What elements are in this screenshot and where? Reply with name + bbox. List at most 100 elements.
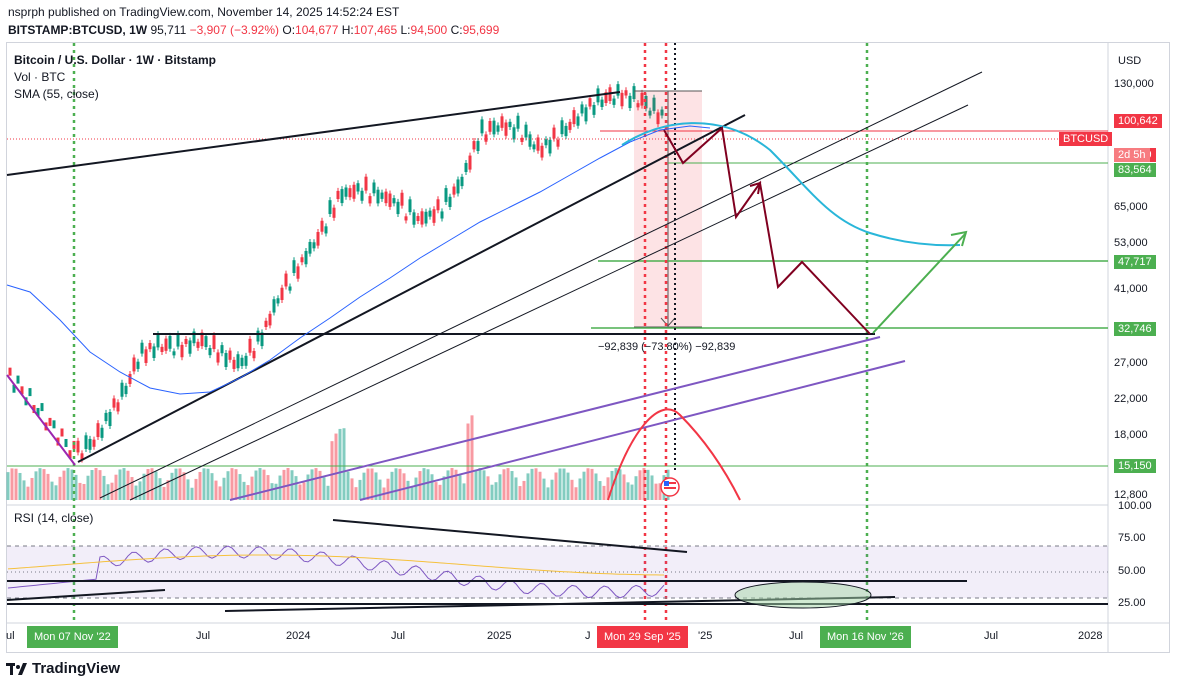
volume-bar [606, 477, 610, 500]
candle [384, 191, 388, 204]
sma-legend[interactable]: SMA (55, close) [14, 87, 99, 101]
volume-bar [654, 483, 658, 500]
volume-bar [546, 487, 550, 500]
candle [424, 211, 428, 224]
candle [312, 242, 316, 249]
volume-bar [590, 468, 594, 500]
candle [412, 212, 416, 225]
volume-bar [14, 468, 18, 500]
candle [320, 220, 324, 232]
candle [572, 110, 576, 125]
volume-bar [478, 468, 482, 500]
date-tag-sep-25: Mon 29 Sep '25 [597, 626, 688, 648]
candle [40, 403, 44, 412]
price-tick: 27,000 [1114, 356, 1148, 369]
volume-bar [558, 468, 562, 500]
candle [64, 438, 68, 447]
rsi-pane [6, 519, 1108, 612]
time-label-jul-2024: Jul [391, 630, 406, 642]
candle [16, 375, 20, 384]
volume-bar [122, 468, 126, 500]
candle [560, 120, 564, 135]
volume-bar [342, 428, 346, 500]
candle [84, 435, 88, 449]
volume-bar [238, 474, 242, 500]
candle [228, 350, 232, 360]
candle [12, 384, 16, 393]
volume-bar [62, 470, 66, 500]
candle [628, 95, 632, 109]
volume-bar [442, 476, 446, 500]
upper-trendline [6, 91, 621, 176]
volume-bar [562, 468, 566, 500]
candle [332, 207, 336, 218]
date-tag-nov-26: Mon 16 Nov '26 [820, 626, 911, 648]
candle [548, 139, 552, 154]
volume-bar [462, 483, 466, 500]
tradingview-logo: TradingView [6, 660, 120, 677]
volume-bar [522, 480, 526, 500]
volume-bar [490, 484, 494, 500]
volume-bar [86, 475, 90, 500]
volume-bar [258, 468, 262, 500]
volume-bar [142, 473, 146, 500]
low-label: L: [400, 23, 411, 37]
candle [400, 192, 404, 206]
volume-bar [74, 474, 78, 500]
volume-bar [234, 469, 238, 500]
candle [360, 190, 364, 201]
candle [268, 313, 272, 326]
volume-bar [166, 480, 170, 500]
candle [232, 359, 236, 369]
time-label-jul-2026: Jul [789, 630, 804, 642]
publisher-line: nsprph published on TradingView.com, Nov… [8, 5, 400, 19]
volume-bar [346, 471, 350, 500]
volume-bar [50, 481, 54, 500]
volume-legend[interactable]: Vol · BTC [14, 70, 66, 84]
volume-bar [494, 482, 498, 500]
candle [104, 412, 108, 422]
volume-bar [390, 471, 394, 500]
cyan-projection [621, 122, 961, 247]
candle [272, 299, 276, 313]
drawings [6, 43, 1108, 623]
chart-frame[interactable] [6, 42, 1170, 653]
candle [164, 338, 168, 351]
volume-bar [466, 423, 470, 500]
volume-bar [274, 483, 278, 500]
volume-bar [154, 471, 158, 500]
volume-bar [34, 471, 38, 500]
volume-bar [498, 474, 502, 500]
candle [428, 210, 432, 217]
volume-bar [70, 469, 74, 500]
close-label: C: [450, 23, 463, 37]
candle [644, 95, 648, 109]
volume-bar [366, 468, 370, 500]
volume-bar [578, 478, 582, 500]
last-price: 95,711 [150, 23, 187, 37]
candle [468, 155, 472, 170]
volume-bar [454, 469, 458, 500]
rsi-legend[interactable]: RSI (14, close) [14, 511, 94, 525]
candle [472, 141, 476, 150]
candle [336, 190, 340, 200]
candle [552, 127, 556, 139]
candle [356, 183, 360, 192]
volume-bar [22, 480, 26, 500]
candle [404, 216, 408, 221]
volume-bar [534, 468, 538, 500]
candle [8, 367, 12, 376]
candle [592, 104, 596, 115]
volume-bar [6, 472, 10, 500]
candle [380, 192, 384, 199]
volume-bar [538, 471, 542, 500]
volume-bar [618, 469, 622, 500]
volume-bar [602, 485, 606, 500]
candle [68, 450, 72, 459]
candle [184, 338, 188, 344]
candle [456, 179, 460, 194]
candle [116, 402, 120, 412]
candle [512, 127, 516, 140]
candle [200, 332, 204, 347]
